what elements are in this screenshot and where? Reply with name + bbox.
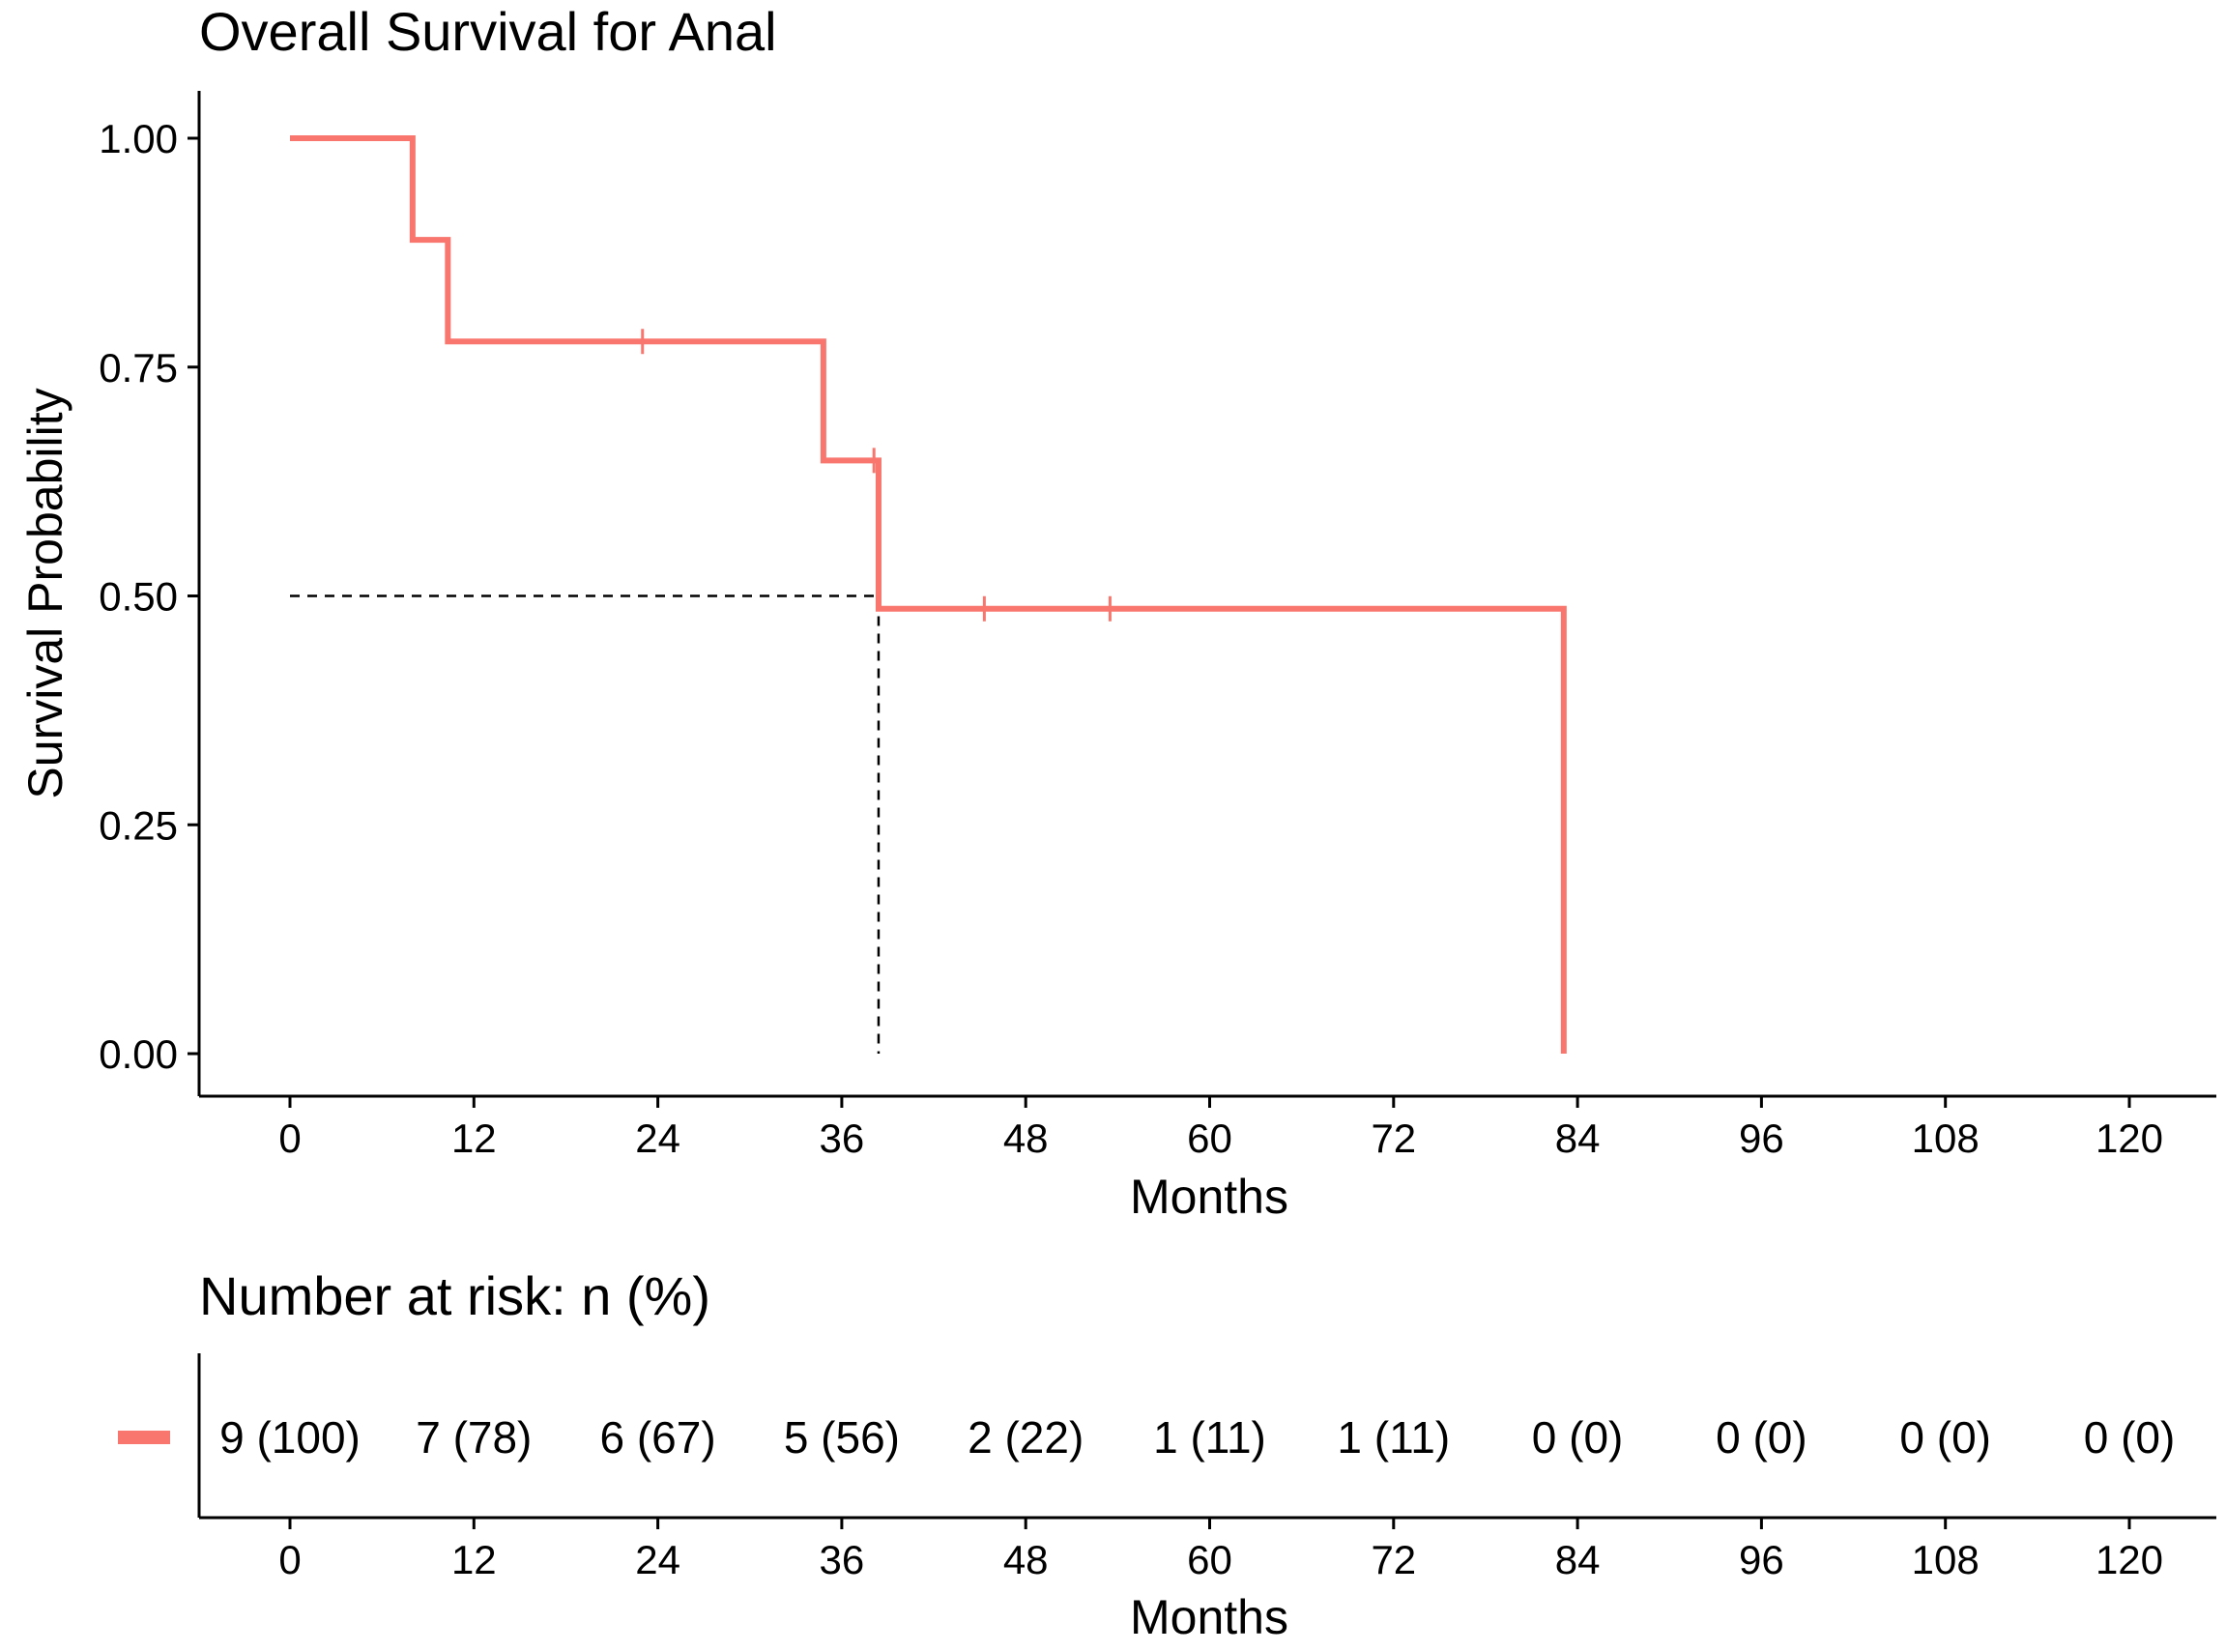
risk-table-x-tick-label: 108	[1912, 1537, 1980, 1582]
risk-table-x-axis-label: Months	[1130, 1590, 1288, 1644]
risk-table-x-tick-label: 0	[278, 1537, 301, 1582]
risk-table-x-tick-label: 24	[635, 1537, 680, 1582]
x-tick-label: 96	[1739, 1116, 1784, 1161]
risk-table-value: 6 (67)	[600, 1412, 716, 1463]
risk-table-value: 0 (0)	[2084, 1412, 2176, 1463]
risk-table-title: Number at risk: n (%)	[199, 1265, 710, 1326]
risk-table-value: 0 (0)	[1716, 1412, 1807, 1463]
risk-table-x-tick-label: 36	[820, 1537, 865, 1582]
risk-table-x-tick-label: 48	[1003, 1537, 1049, 1582]
risk-table-value: 0 (0)	[1899, 1412, 1991, 1463]
x-tick-label: 24	[635, 1116, 680, 1161]
y-ticks: 0.00 0.25 0.50 0.75 1.00	[99, 116, 199, 1077]
risk-table-value: 2 (22)	[968, 1412, 1084, 1463]
x-tick-label: 12	[451, 1116, 497, 1161]
y-tick-label: 0.75	[99, 345, 178, 391]
x-tick-label: 0	[278, 1116, 301, 1161]
x-tick-label: 84	[1555, 1116, 1601, 1161]
risk-table-value: 0 (0)	[1532, 1412, 1624, 1463]
x-ticks: 0 12 24 36 48 60 72 84 96 108 120	[278, 1096, 2163, 1161]
x-tick-label: 120	[2096, 1116, 2163, 1161]
y-tick-label: 0.00	[99, 1031, 178, 1077]
y-axis-label: Survival Probability	[18, 388, 72, 798]
risk-table-value: 5 (56)	[784, 1412, 900, 1463]
x-tick-label: 108	[1912, 1116, 1980, 1161]
y-tick-label: 1.00	[99, 116, 178, 161]
risk-table-values: 9 (100) 7 (78) 6 (67) 5 (56) 2 (22) 1 (11) 1 (…	[219, 1412, 2175, 1463]
x-tick-label: 48	[1003, 1116, 1049, 1161]
risk-table-x-tick-label: 12	[451, 1537, 497, 1582]
risk-table-value: 7 (78)	[416, 1412, 532, 1463]
risk-table-value: 9 (100)	[219, 1412, 361, 1463]
chart-title: Overall Survival for Anal	[199, 1, 777, 62]
x-tick-label: 36	[820, 1116, 865, 1161]
risk-table-x-ticks: 0 12 24 36 48 60 72 84 96 108 120	[278, 1518, 2163, 1582]
y-tick-label: 0.50	[99, 574, 178, 620]
risk-table-x-tick-label: 72	[1371, 1537, 1416, 1582]
risk-table-x-tick-label: 96	[1739, 1537, 1784, 1582]
censor-marks	[641, 329, 1112, 622]
y-tick-label: 0.25	[99, 802, 178, 848]
risk-table-x-tick-label: 120	[2096, 1537, 2163, 1582]
risk-table-x-tick-label: 60	[1187, 1537, 1232, 1582]
x-axis-label: Months	[1130, 1170, 1288, 1224]
survival-curve	[290, 135, 1567, 1054]
risk-table-value: 1 (11)	[1337, 1412, 1450, 1463]
x-tick-label: 72	[1371, 1116, 1416, 1161]
risk-table-x-tick-label: 84	[1555, 1537, 1601, 1582]
median-survival-line	[290, 594, 881, 1054]
risk-table-value: 1 (11)	[1153, 1412, 1266, 1463]
x-tick-label: 60	[1187, 1116, 1232, 1161]
